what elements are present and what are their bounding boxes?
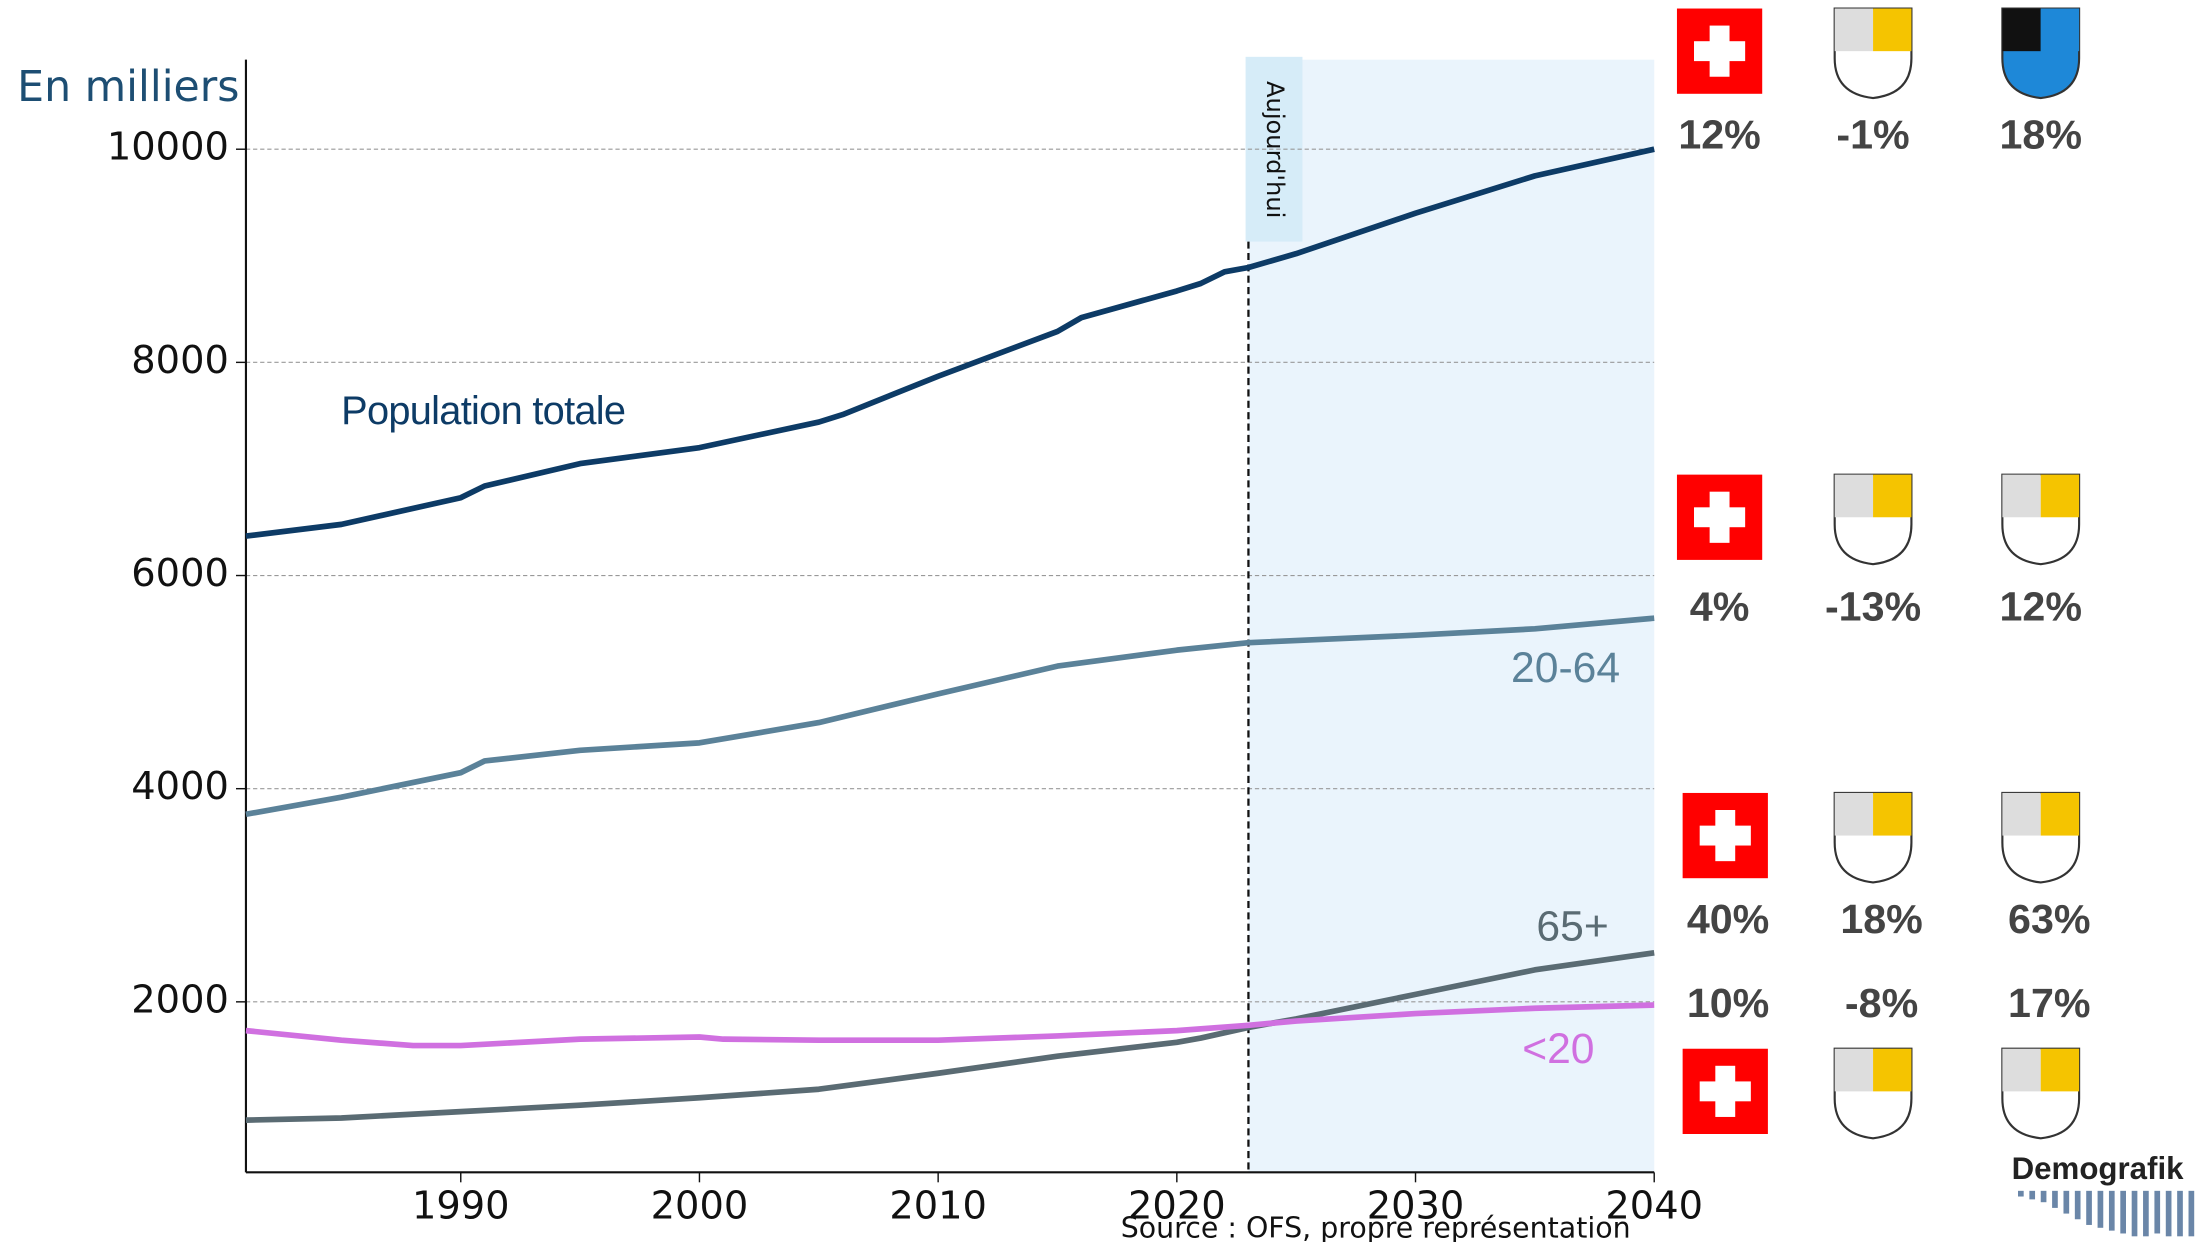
percentage: 18% <box>2000 112 2082 158</box>
y-axis-label: En milliers <box>17 62 239 112</box>
series-line <box>245 1002 1655 1049</box>
coat-of-arms <box>1833 791 1913 884</box>
y-tick-label: 6000 <box>131 551 229 596</box>
flag-cross <box>1694 41 1746 62</box>
shield-part <box>2002 792 2041 836</box>
percentage: 18% <box>1840 896 1922 942</box>
coat-of-arms <box>1676 8 1763 94</box>
coat-of-arms <box>1833 7 1913 100</box>
y-tick-label: 10000 <box>107 125 229 170</box>
flag-cross <box>1694 507 1746 528</box>
y-tick-label: 4000 <box>131 764 229 809</box>
series-label: <20 <box>1522 1025 1594 1073</box>
y-tick-label: 2000 <box>131 977 229 1022</box>
coat-of-arms <box>2001 7 2081 100</box>
shield-part <box>1873 1048 1912 1092</box>
percentage: 4% <box>1690 584 1750 630</box>
percentage: 63% <box>2008 896 2090 942</box>
logo: Demografik <box>2012 1151 2185 1186</box>
source: Source : OFS, propre représentation <box>1121 1212 1631 1242</box>
coat-of-arms <box>1833 473 1913 566</box>
shield-part <box>2002 474 2041 518</box>
shield-part <box>2040 792 2080 836</box>
x-tick-label: 1990 <box>412 1183 510 1228</box>
coat-of-arms <box>1676 474 1763 560</box>
y-tick-label: 8000 <box>131 338 229 383</box>
coat-of-arms <box>2001 473 2081 566</box>
shield-part <box>2040 8 2080 52</box>
coat-of-arms <box>2001 1047 2081 1140</box>
percentage: 12% <box>2000 584 2082 630</box>
shield-part <box>2040 1048 2080 1092</box>
percentage: 17% <box>2008 980 2090 1026</box>
shield-part <box>2040 474 2080 518</box>
series-label: Population totale <box>341 389 625 433</box>
percentage: 12% <box>1678 112 1760 158</box>
today-label: Aujourd'hui <box>1261 81 1289 218</box>
shield-part <box>1834 792 1874 836</box>
shield-part <box>1873 792 1912 836</box>
flag-cross <box>1699 825 1751 846</box>
percentage: 10% <box>1687 980 1769 1026</box>
x-tick-label: 2010 <box>889 1183 987 1228</box>
series-line <box>245 615 1655 818</box>
flag-cross <box>1699 1081 1751 1102</box>
shield-part <box>1873 474 1912 518</box>
shield-part <box>1873 8 1912 52</box>
series-line <box>245 950 1655 1123</box>
shield-part <box>1834 1048 1874 1092</box>
x-tick-label: 2000 <box>651 1183 749 1228</box>
logo-bars <box>2018 1190 2195 1237</box>
coat-of-arms <box>1682 792 1768 879</box>
coat-of-arms <box>1833 1047 1913 1140</box>
coat-of-arms <box>1682 1048 1768 1134</box>
shield-part <box>2002 8 2041 52</box>
shield-part <box>2002 1048 2041 1092</box>
x-tick-label: 2020 <box>1128 1183 1226 1228</box>
shield-part <box>1834 474 1874 518</box>
series-line <box>245 146 1655 539</box>
percentage: 40% <box>1687 896 1769 942</box>
shield-part <box>1834 8 1874 52</box>
coat-of-arms <box>2001 791 2081 884</box>
series-label: 20-64 <box>1511 644 1620 692</box>
series-label: 65+ <box>1536 903 1608 951</box>
percentage: -8% <box>1845 980 1918 1026</box>
percentage: -13% <box>1825 584 1921 630</box>
x-tick-label: 2030 <box>1367 1183 1465 1228</box>
x-tick-label: 2040 <box>1605 1183 1703 1228</box>
percentage: -1% <box>1836 112 1909 158</box>
